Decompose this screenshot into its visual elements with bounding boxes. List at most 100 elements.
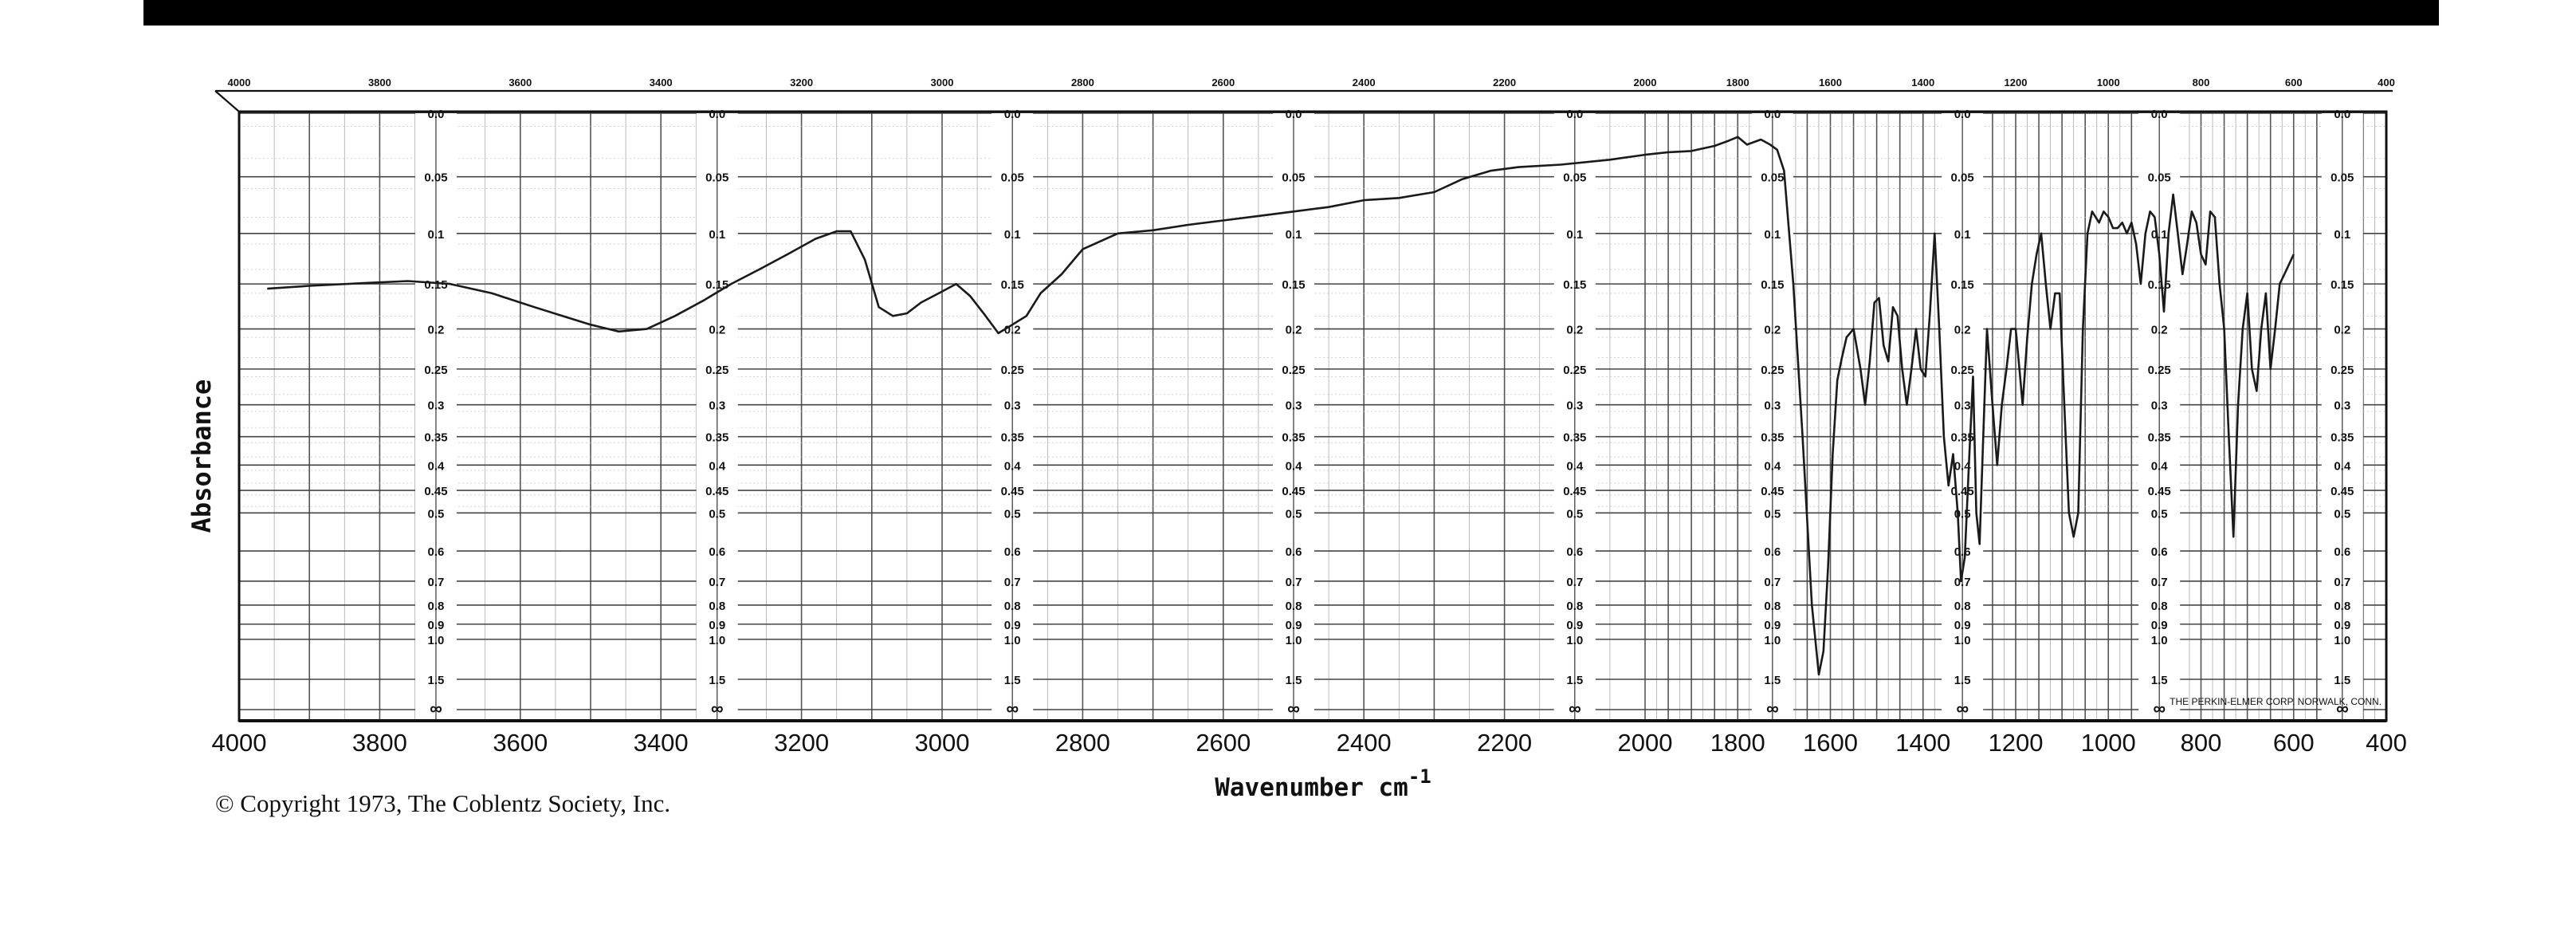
y-tick-label: 0.1	[1286, 228, 1302, 242]
y-tick-label: 0.7	[709, 576, 725, 589]
y-tick-label: 0.7	[1286, 576, 1302, 589]
y-tick-label: 0.2	[2334, 324, 2350, 337]
y-tick-label: 0.1	[709, 228, 725, 242]
x-tick-label: 2200	[1477, 729, 1532, 757]
y-tick-label: 0.6	[1954, 545, 1971, 559]
y-tick-label: 1.5	[2334, 674, 2350, 687]
y-tick-label: 0.8	[709, 600, 725, 613]
y-tick-label: 1.5	[1764, 674, 1781, 687]
y-tick-label: 0.2	[709, 324, 725, 337]
y-tick-label: 0.8	[1286, 600, 1302, 613]
y-tick-label: 0.8	[1566, 600, 1583, 613]
top-scale-connector	[214, 90, 240, 112]
y-tick-label: 0.0	[1004, 108, 1021, 121]
y-tick-label: 0.9	[709, 619, 725, 632]
x-tick-label: 2400	[1337, 729, 1392, 757]
chart-frame	[214, 89, 2393, 722]
y-tick-label: 0.8	[1764, 600, 1781, 613]
x-tick-label-top: 1200	[2005, 77, 2028, 88]
y-tick-label: 0.2	[1764, 324, 1781, 337]
y-tick-label: 0.6	[2151, 545, 2168, 559]
y-tick-label: 0.25	[1761, 364, 1784, 377]
x-tick-label-top: 1000	[2097, 77, 2120, 88]
y-tick-label: 0.25	[1563, 364, 1586, 377]
y-tick-label: 0.15	[2331, 278, 2354, 292]
y-tick-label: 0.45	[1563, 485, 1586, 498]
y-tick-label: 0.05	[1951, 171, 1974, 185]
y-tick-label: 0.6	[1004, 545, 1021, 559]
y-tick-label: 0.45	[2148, 485, 2171, 498]
y-tick-label: 0.05	[1001, 171, 1024, 185]
x-tick-label-top: 4000	[228, 77, 251, 88]
x-tick-label-top: 2600	[1211, 77, 1235, 88]
y-tick-label: 1.0	[709, 634, 725, 647]
y-tick-label: 0.7	[1764, 576, 1781, 589]
y-tick-label: 0.4	[709, 459, 726, 473]
x-tick-label: 600	[2273, 729, 2315, 757]
y-tick-label: 0.6	[709, 545, 725, 559]
y-tick-label: 1.0	[2151, 634, 2168, 647]
y-tick-label: 0.15	[424, 278, 447, 292]
x-tick-label-top: 1600	[1819, 77, 1842, 88]
y-tick-label: 0.15	[1001, 278, 1024, 292]
y-tick-label: 0.1	[1004, 228, 1021, 242]
x-tick-label: 3600	[493, 729, 548, 757]
y-tick-label: 0.45	[424, 485, 447, 498]
x-axis-label-superscript: -1	[1408, 765, 1431, 788]
y-tick-label: 0.3	[2334, 399, 2350, 413]
y-tick-label: 0.35	[1282, 431, 1305, 445]
x-tick-label-top: 3400	[650, 77, 673, 88]
x-tick-label: 1000	[2081, 729, 2136, 757]
y-tick-label: 0.0	[1286, 108, 1302, 121]
y-tick-label: 0.25	[1001, 364, 1024, 377]
y-tick-label: 0.35	[2331, 431, 2354, 445]
x-tick-label: 400	[2366, 729, 2407, 757]
y-tick-label: 0.35	[1001, 431, 1024, 445]
y-tick-label: 0.4	[2334, 459, 2351, 473]
y-tick-label: 0.3	[1954, 399, 1971, 413]
y-tick-label: 1.5	[1566, 674, 1583, 687]
y-tick-label: 0.05	[1563, 171, 1586, 185]
x-tick-label-top: 3800	[368, 77, 391, 88]
y-tick-label: 0.7	[428, 576, 445, 589]
x-tick-label: 3000	[915, 729, 970, 757]
x-tick-label: 4000	[212, 729, 267, 757]
y-tick-label: 0.8	[2334, 600, 2350, 613]
y-tick-label: 0.9	[1764, 619, 1781, 632]
x-tick-label-top: 1400	[1911, 77, 1934, 88]
y-tick-label: 0.4	[428, 459, 446, 473]
y-tick-label: 0.5	[1004, 507, 1021, 521]
y-tick-label: 0.8	[1954, 600, 1971, 613]
y-tick-label: 0.35	[424, 431, 447, 445]
y-tick-label: 0.3	[1004, 399, 1021, 413]
y-tick-label: 0.4	[1764, 459, 1781, 473]
y-tick-label: 0.1	[1954, 228, 1971, 242]
y-tick-label: 0.35	[1951, 431, 1974, 445]
x-tick-label: 1800	[1710, 729, 1765, 757]
y-tick-label: 0.4	[1286, 459, 1303, 473]
x-tick-label-top: 3000	[931, 77, 954, 88]
y-tick-label: 0.5	[2334, 507, 2350, 521]
x-axis-label: Wavenumber cm-1	[1215, 765, 1431, 802]
x-tick-label-top: 800	[2193, 77, 2210, 88]
x-tick-label-top: 3600	[509, 77, 532, 88]
y-tick-label: 0.7	[1004, 576, 1021, 589]
y-tick-label: 0.35	[2148, 431, 2171, 445]
y-tick-label: ∞	[1766, 698, 1779, 718]
y-tick-label: 0.5	[1286, 507, 1302, 521]
y-tick-label: 0.25	[1282, 364, 1305, 377]
y-tick-label: 0.1	[1764, 228, 1781, 242]
y-tick-label: 0.5	[428, 507, 445, 521]
y-tick-label: 0.15	[1761, 278, 1784, 292]
y-tick-label: 0.9	[2151, 619, 2168, 632]
y-tick-label: 0.15	[1951, 278, 1974, 292]
y-tick-label: 0.8	[1004, 600, 1021, 613]
y-tick-label: 0.5	[2151, 507, 2168, 521]
y-tick-label: 0.05	[705, 171, 728, 185]
y-tick-label: 0.05	[2148, 171, 2171, 185]
y-tick-label: 0.4	[1954, 459, 1972, 473]
y-tick-label: 0.4	[1566, 459, 1584, 473]
y-tick-label: ∞	[1956, 698, 1969, 718]
y-tick-label: 0.45	[1282, 485, 1305, 498]
y-tick-label: 1.5	[1286, 674, 1302, 687]
